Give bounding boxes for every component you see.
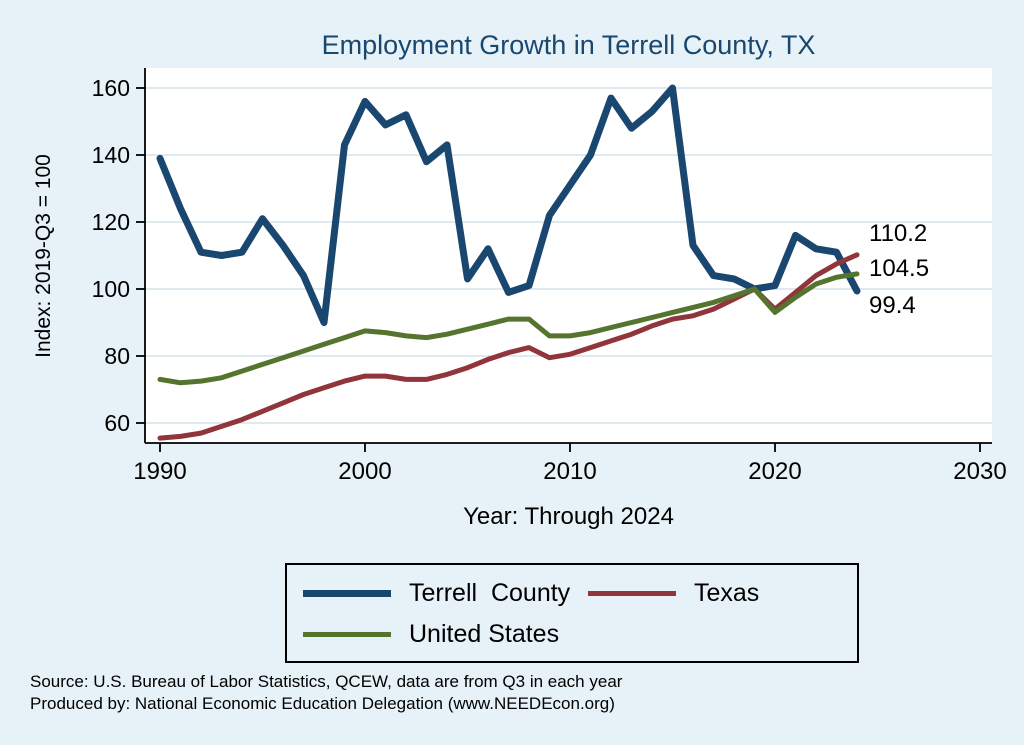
- legend-item-united-states: United States: [287, 620, 572, 649]
- x-axis-title: Year: Through 2024: [463, 503, 674, 530]
- legend-item-terrell-county: Terrell County: [287, 579, 572, 608]
- chart-notes: Source: U.S. Bureau of Labor Statistics,…: [30, 671, 622, 716]
- plot-area: [145, 68, 992, 443]
- legend-label-united-states: United States: [409, 620, 560, 648]
- legend-item-texas: Texas: [572, 579, 857, 608]
- end-value-label: 99.4: [869, 292, 916, 319]
- x-tick-label: 2020: [748, 458, 801, 485]
- y-axis-title: Index: 2019-Q3 = 100: [32, 154, 55, 358]
- x-tick-label: 2030: [953, 458, 1006, 485]
- y-tick-label: 100: [92, 276, 130, 302]
- end-value-label: 104.5: [869, 255, 929, 282]
- y-tick-label: 140: [92, 142, 130, 168]
- terrell-county-line-swatch: [303, 590, 391, 597]
- produced-by-note: Produced by: National Economic Education…: [30, 694, 615, 714]
- legend-label-terrell-county: Terrell County: [409, 579, 571, 607]
- series-line-united-states: [157, 271, 860, 386]
- chart-title: Employment Growth in Terrell County, TX: [321, 30, 816, 60]
- united-states-line-swatch: [303, 632, 391, 637]
- chart-legend: Terrell County Texas United States: [285, 563, 859, 663]
- x-tick-label: 2010: [543, 458, 596, 485]
- x-tick-label: 1990: [133, 458, 186, 485]
- y-tick-label: 120: [92, 209, 130, 235]
- x-tick-label: 2000: [338, 458, 391, 485]
- legend-label-texas: Texas: [694, 579, 760, 607]
- y-tick-label: 80: [104, 343, 130, 369]
- source-note: Source: U.S. Bureau of Labor Statistics,…: [30, 672, 623, 691]
- series-line-terrell-county: [156, 84, 861, 326]
- texas-line-swatch: [588, 591, 676, 596]
- y-tick-label: 60: [104, 410, 130, 436]
- end-value-label: 110.2: [869, 220, 927, 247]
- y-tick-label: 160: [92, 75, 130, 101]
